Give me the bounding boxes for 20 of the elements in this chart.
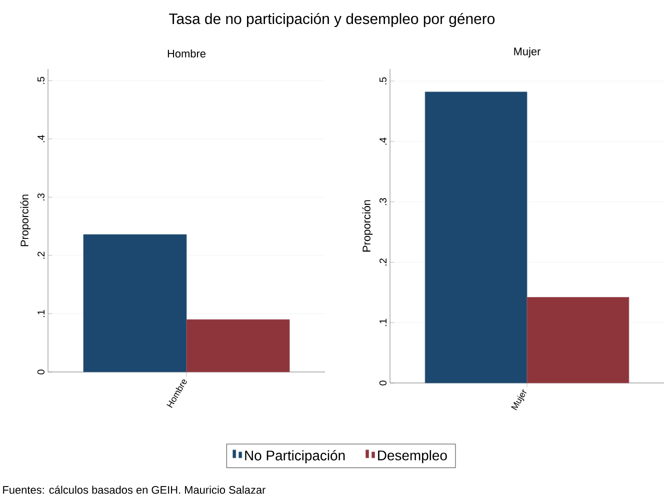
- y-tick-label: .2: [38, 252, 44, 259]
- y-tick-label: .5: [380, 77, 386, 84]
- y-tick-label: .1: [38, 310, 44, 317]
- source-note: Fuentes: cálculos basados en GEIH. Mauricio Salazar: [3, 486, 266, 494]
- y-tick-label: 0: [37, 370, 44, 374]
- y-tick-label: .3: [379, 198, 386, 206]
- y-axis-title: Proporción: [20, 194, 31, 246]
- chart-subtitle: Hombre: [168, 49, 206, 58]
- y-tick-label: .3: [37, 193, 44, 200]
- y-tick-label: .5: [38, 76, 44, 84]
- y-tick-label: .1: [380, 318, 386, 326]
- y-tick-label: .4: [380, 138, 386, 145]
- chart-subtitle: Mujer: [514, 47, 541, 58]
- y-tick-label: .2: [380, 258, 386, 266]
- chart-title: Tasa de no participación y desempleo por género: [169, 12, 495, 28]
- y-tick-label: 0: [379, 380, 386, 386]
- legend-label: Desempleo: [378, 450, 447, 464]
- y-axis-title: Proporción: [362, 200, 373, 252]
- y-tick-label: .4: [38, 135, 44, 142]
- legend-label: No Participación: [245, 450, 345, 464]
